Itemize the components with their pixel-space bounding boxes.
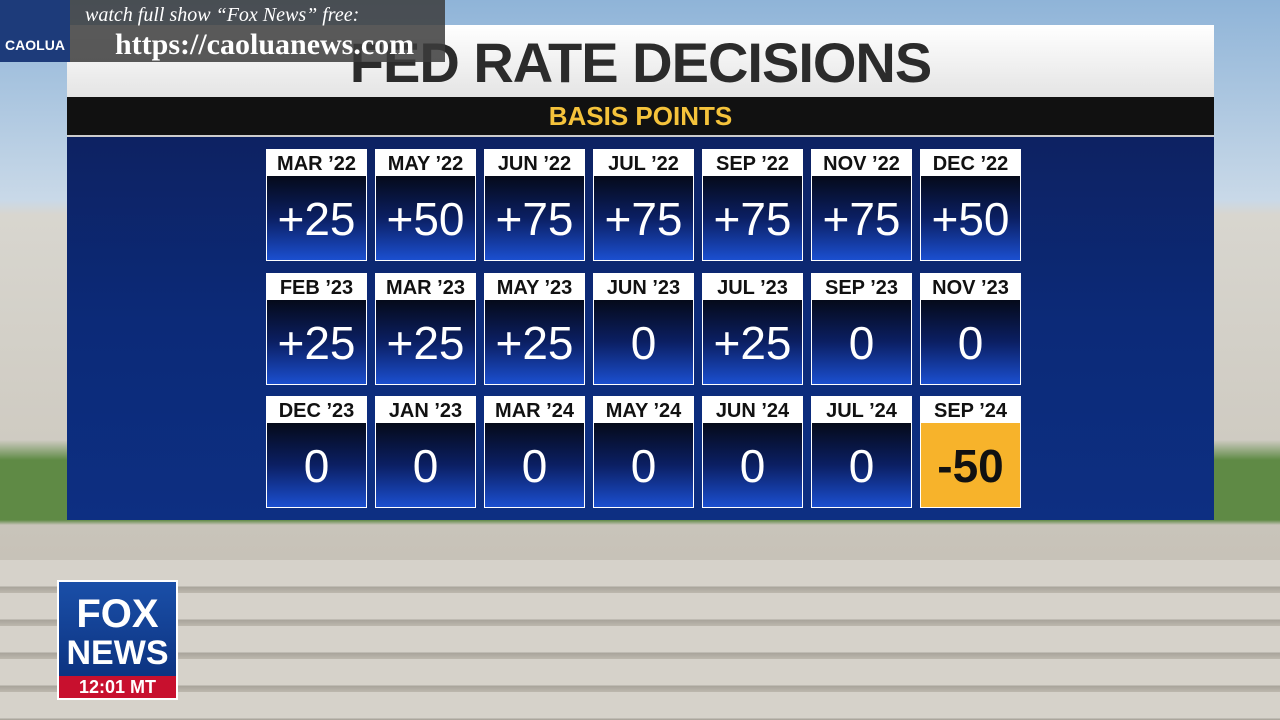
cell-date: MAY ’22	[376, 150, 475, 176]
watermark-logo: CAOLUA	[0, 0, 70, 62]
rate-cell: NOV ’22 +75	[811, 149, 912, 261]
cell-value: +25	[267, 176, 366, 260]
cell-value: 0	[812, 423, 911, 507]
rate-cell: MAY ’23 +25	[484, 272, 585, 385]
logo-news: NEWS	[66, 634, 169, 672]
watermark-url: https://caoluanews.com	[115, 28, 415, 61]
cell-date: SEP ’23	[812, 273, 911, 300]
cell-value: +25	[267, 299, 366, 384]
cell-date: DEC ’22	[921, 150, 1020, 176]
watermark-text: watch full show “Fox News” free:	[85, 4, 360, 26]
logo-fox: FOX	[76, 592, 159, 636]
cell-value: 0	[812, 299, 911, 384]
cell-date: JUN ’23	[594, 273, 693, 300]
cell-value: 0	[594, 299, 693, 384]
cell-date: NOV ’23	[921, 273, 1020, 300]
cell-date: FEB ’23	[267, 273, 366, 300]
cell-date: NOV ’22	[812, 150, 911, 176]
cell-value: +75	[703, 176, 802, 260]
cell-date: MAR ’24	[485, 397, 584, 423]
cell-value: +25	[703, 299, 802, 384]
cell-value: +25	[376, 299, 475, 384]
rate-cell: JAN ’23 0	[375, 396, 476, 508]
graphic-panel: FED RATE DECISIONS BASIS POINTS MAR ’22 +…	[67, 25, 1214, 520]
cell-value: +50	[921, 176, 1020, 260]
cell-date: JUN ’24	[703, 397, 802, 423]
cell-date: JUL ’22	[594, 150, 693, 176]
clock: 12:01 MT	[59, 676, 176, 698]
network-logo: FOX NEWS 12:01 MT	[57, 580, 178, 700]
cell-value: 0	[485, 423, 584, 507]
title: FED RATE DECISIONS	[349, 31, 932, 94]
rate-cell: FEB ’23 +25	[266, 272, 367, 385]
rate-cell: JUN ’22 +75	[484, 149, 585, 261]
cell-date: MAY ’24	[594, 397, 693, 423]
rate-cell: SEP ’22 +75	[702, 149, 803, 261]
rate-cell: JUN ’24 0	[702, 396, 803, 508]
cell-value: -50	[921, 423, 1020, 507]
cell-date: JAN ’23	[376, 397, 475, 423]
cell-date: JUL ’23	[703, 273, 802, 300]
rate-cell: SEP ’24 -50	[920, 396, 1021, 508]
subtitle-bar: BASIS POINTS	[67, 97, 1214, 137]
cell-date: MAR ’23	[376, 273, 475, 300]
cell-value: +75	[485, 176, 584, 260]
cell-value: 0	[267, 423, 366, 507]
rate-cell: NOV ’23 0	[920, 272, 1021, 385]
cell-date: MAY ’23	[485, 273, 584, 300]
rate-cell: MAR ’22 +25	[266, 149, 367, 261]
cell-value: 0	[703, 423, 802, 507]
rate-cell: MAR ’23 +25	[375, 272, 476, 385]
cell-value: 0	[376, 423, 475, 507]
rate-cell: SEP ’23 0	[811, 272, 912, 385]
cell-value: +75	[812, 176, 911, 260]
cell-value: +25	[485, 299, 584, 384]
rate-cell: DEC ’23 0	[266, 396, 367, 508]
rate-cell: MAY ’24 0	[593, 396, 694, 508]
cell-date: JUL ’24	[812, 397, 911, 423]
rate-cell: MAR ’24 0	[484, 396, 585, 508]
cell-date: JUN ’22	[485, 150, 584, 176]
cell-value: +50	[376, 176, 475, 260]
rate-cell: JUL ’23 +25	[702, 272, 803, 385]
cell-date: SEP ’24	[921, 397, 1020, 423]
rate-cell: JUL ’24 0	[811, 396, 912, 508]
rate-cell: DEC ’22 +50	[920, 149, 1021, 261]
steps	[0, 560, 1280, 720]
subtitle: BASIS POINTS	[548, 101, 733, 131]
watermark: CAOLUA watch full show “Fox News” free: …	[0, 0, 445, 62]
rate-cell: JUN ’23 0	[593, 272, 694, 385]
cell-date: SEP ’22	[703, 150, 802, 176]
cell-date: MAR ’22	[267, 150, 366, 176]
cell-date: DEC ’23	[267, 397, 366, 423]
rate-cell: JUL ’22 +75	[593, 149, 694, 261]
cell-value: 0	[921, 299, 1020, 384]
cell-value: 0	[594, 423, 693, 507]
rate-cell: MAY ’22 +50	[375, 149, 476, 261]
cell-value: +75	[594, 176, 693, 260]
